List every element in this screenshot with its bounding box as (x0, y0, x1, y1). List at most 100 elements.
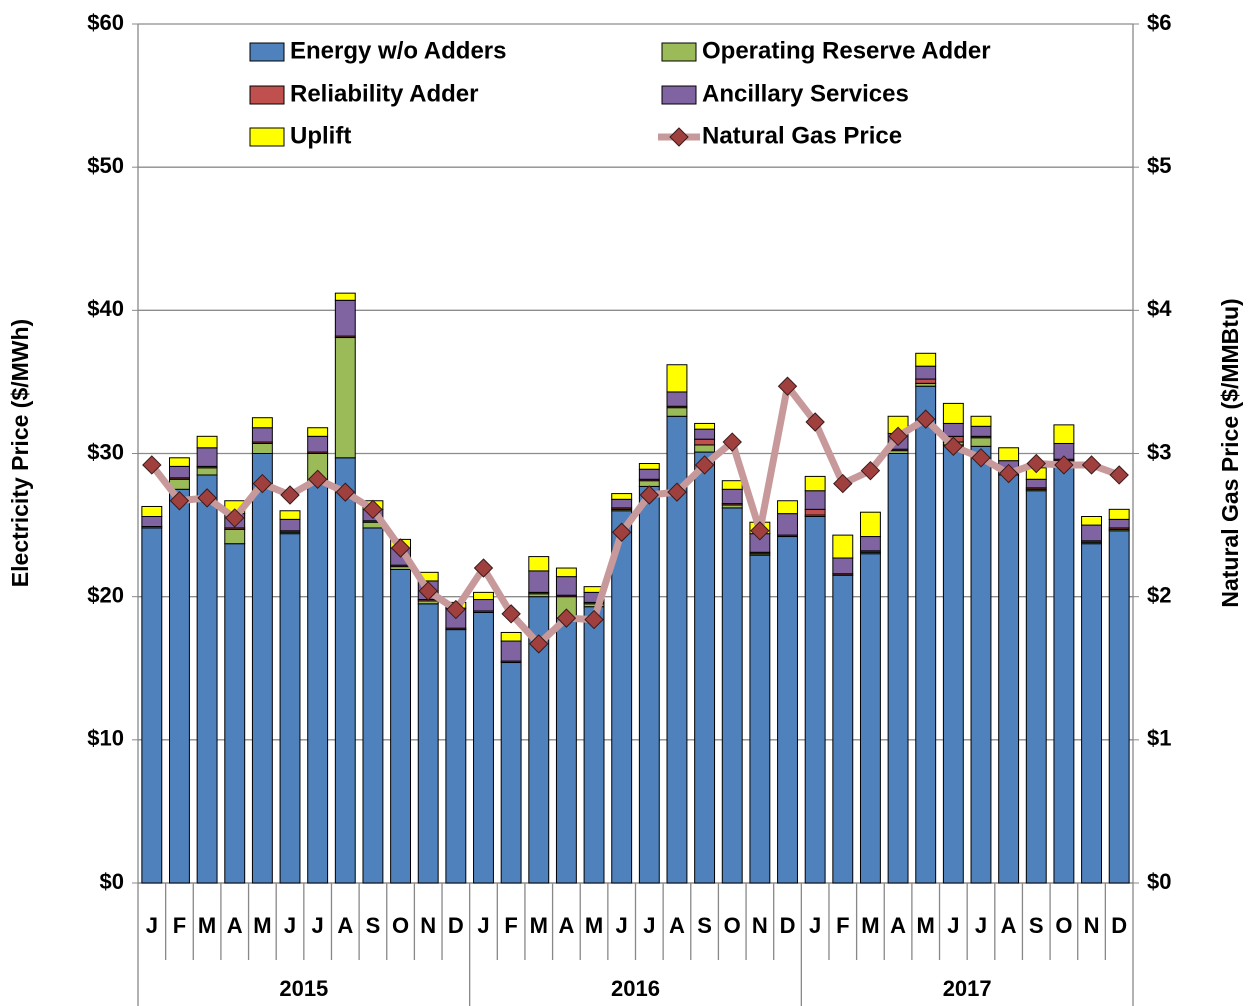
line-marker (998, 463, 1019, 484)
line-marker (888, 426, 908, 447)
bar-segment (970, 437, 992, 447)
bar-segment (611, 493, 633, 500)
x-tick-label: D (1111, 913, 1127, 938)
line-marker (943, 436, 964, 457)
bar-segment (804, 490, 826, 510)
bar-segment (804, 508, 826, 516)
bar-segment (694, 422, 716, 430)
x-tick-label: J (975, 913, 987, 938)
y2-tick-label: $5 (1147, 153, 1171, 178)
y2-axis-label: Natural Gas Price ($/MMBtu) (1217, 298, 1243, 607)
x-tick-label: J (616, 913, 628, 938)
line-marker (584, 609, 604, 630)
line-marker (225, 508, 245, 528)
bar-segment (859, 553, 881, 884)
bar-segment (334, 457, 356, 884)
bar-segment (638, 485, 660, 884)
bar-segment (555, 567, 577, 578)
legend-label: Natural Gas Price (702, 122, 902, 149)
bar-segment (500, 631, 522, 642)
legend-label: Operating Reserve Adder (702, 37, 991, 64)
bar-segment (970, 425, 992, 437)
bar-segment (390, 568, 412, 884)
y-tick-label: $20 (87, 582, 124, 607)
y-tick-label: $30 (87, 439, 124, 464)
x-tick-label: M (917, 913, 935, 938)
bar-segment (196, 447, 218, 467)
x-tick-label: A (558, 913, 574, 938)
line-marker (860, 460, 881, 481)
bar-segment (638, 463, 660, 470)
bar-segment (721, 480, 743, 490)
bar-segment (666, 407, 688, 417)
bar-segment (169, 488, 190, 884)
bar-segment (970, 445, 992, 884)
x-tick-label: M (253, 913, 271, 938)
bar-segment (998, 447, 1020, 462)
bar-segment (859, 536, 881, 552)
y2-tick-label: $2 (1147, 582, 1171, 607)
y-tick-label: $0 (100, 869, 124, 894)
x-tick-label: M (530, 913, 548, 938)
bar-segment (694, 428, 716, 440)
x-tick-label: A (890, 913, 906, 938)
bar-segment (832, 534, 854, 559)
line-marker (169, 491, 190, 511)
line-marker (1026, 453, 1046, 474)
line-marker (833, 473, 853, 494)
bar-segment (1108, 508, 1130, 520)
bar-segment (859, 511, 881, 538)
bar-segment (694, 444, 716, 453)
bar-segment (1108, 518, 1130, 529)
bar-segment (528, 570, 550, 593)
bar-segment (915, 378, 937, 384)
x-tick-label: A (227, 913, 243, 938)
y-tick-label: $50 (87, 153, 124, 178)
line-marker (446, 599, 466, 620)
x-tick-label: M (585, 913, 603, 938)
x-tick-label: J (477, 913, 489, 938)
line-marker (1109, 465, 1129, 485)
bar-segment (279, 533, 301, 884)
line-marker (197, 488, 217, 508)
x-tick-label: A (669, 913, 685, 938)
x-tick-label: A (337, 913, 353, 938)
bar-segment (1081, 543, 1102, 884)
bar-segment (942, 402, 964, 424)
bar-segment (251, 417, 273, 429)
x-tick-label: M (861, 913, 879, 938)
bar-segment (555, 576, 577, 596)
line-marker (694, 455, 715, 475)
bar-segment (473, 591, 494, 601)
line-marker (307, 469, 328, 489)
line-marker (667, 482, 687, 502)
bar-segment (749, 554, 771, 884)
bar-segment (942, 422, 964, 437)
bar-segment (583, 606, 605, 884)
bar-segment (915, 352, 937, 367)
bar-segment (279, 510, 301, 520)
bar-segment (555, 617, 577, 884)
bar-segment (942, 444, 964, 884)
bar-segment (998, 474, 1020, 884)
bar-segment (721, 488, 743, 505)
bar-segment (500, 640, 522, 662)
y-tick-label: $40 (87, 296, 124, 321)
bar-segment (638, 468, 660, 480)
bar-segment (196, 467, 218, 476)
x-tick-label: A (1001, 913, 1017, 938)
x-tick-label: J (809, 913, 821, 938)
bar-segment (141, 515, 163, 528)
bar-segment (721, 507, 743, 884)
bar-segment (473, 611, 494, 884)
x-tick-label: O (1055, 913, 1072, 938)
x-tick-label: S (366, 913, 381, 938)
x-tick-label: N (752, 913, 768, 938)
y2-tick-label: $0 (1147, 869, 1171, 894)
bar-segment (334, 337, 356, 459)
bar-segment (1081, 515, 1102, 526)
line-marker (529, 634, 549, 654)
x-tick-label: J (312, 913, 324, 938)
line-marker (280, 485, 300, 505)
